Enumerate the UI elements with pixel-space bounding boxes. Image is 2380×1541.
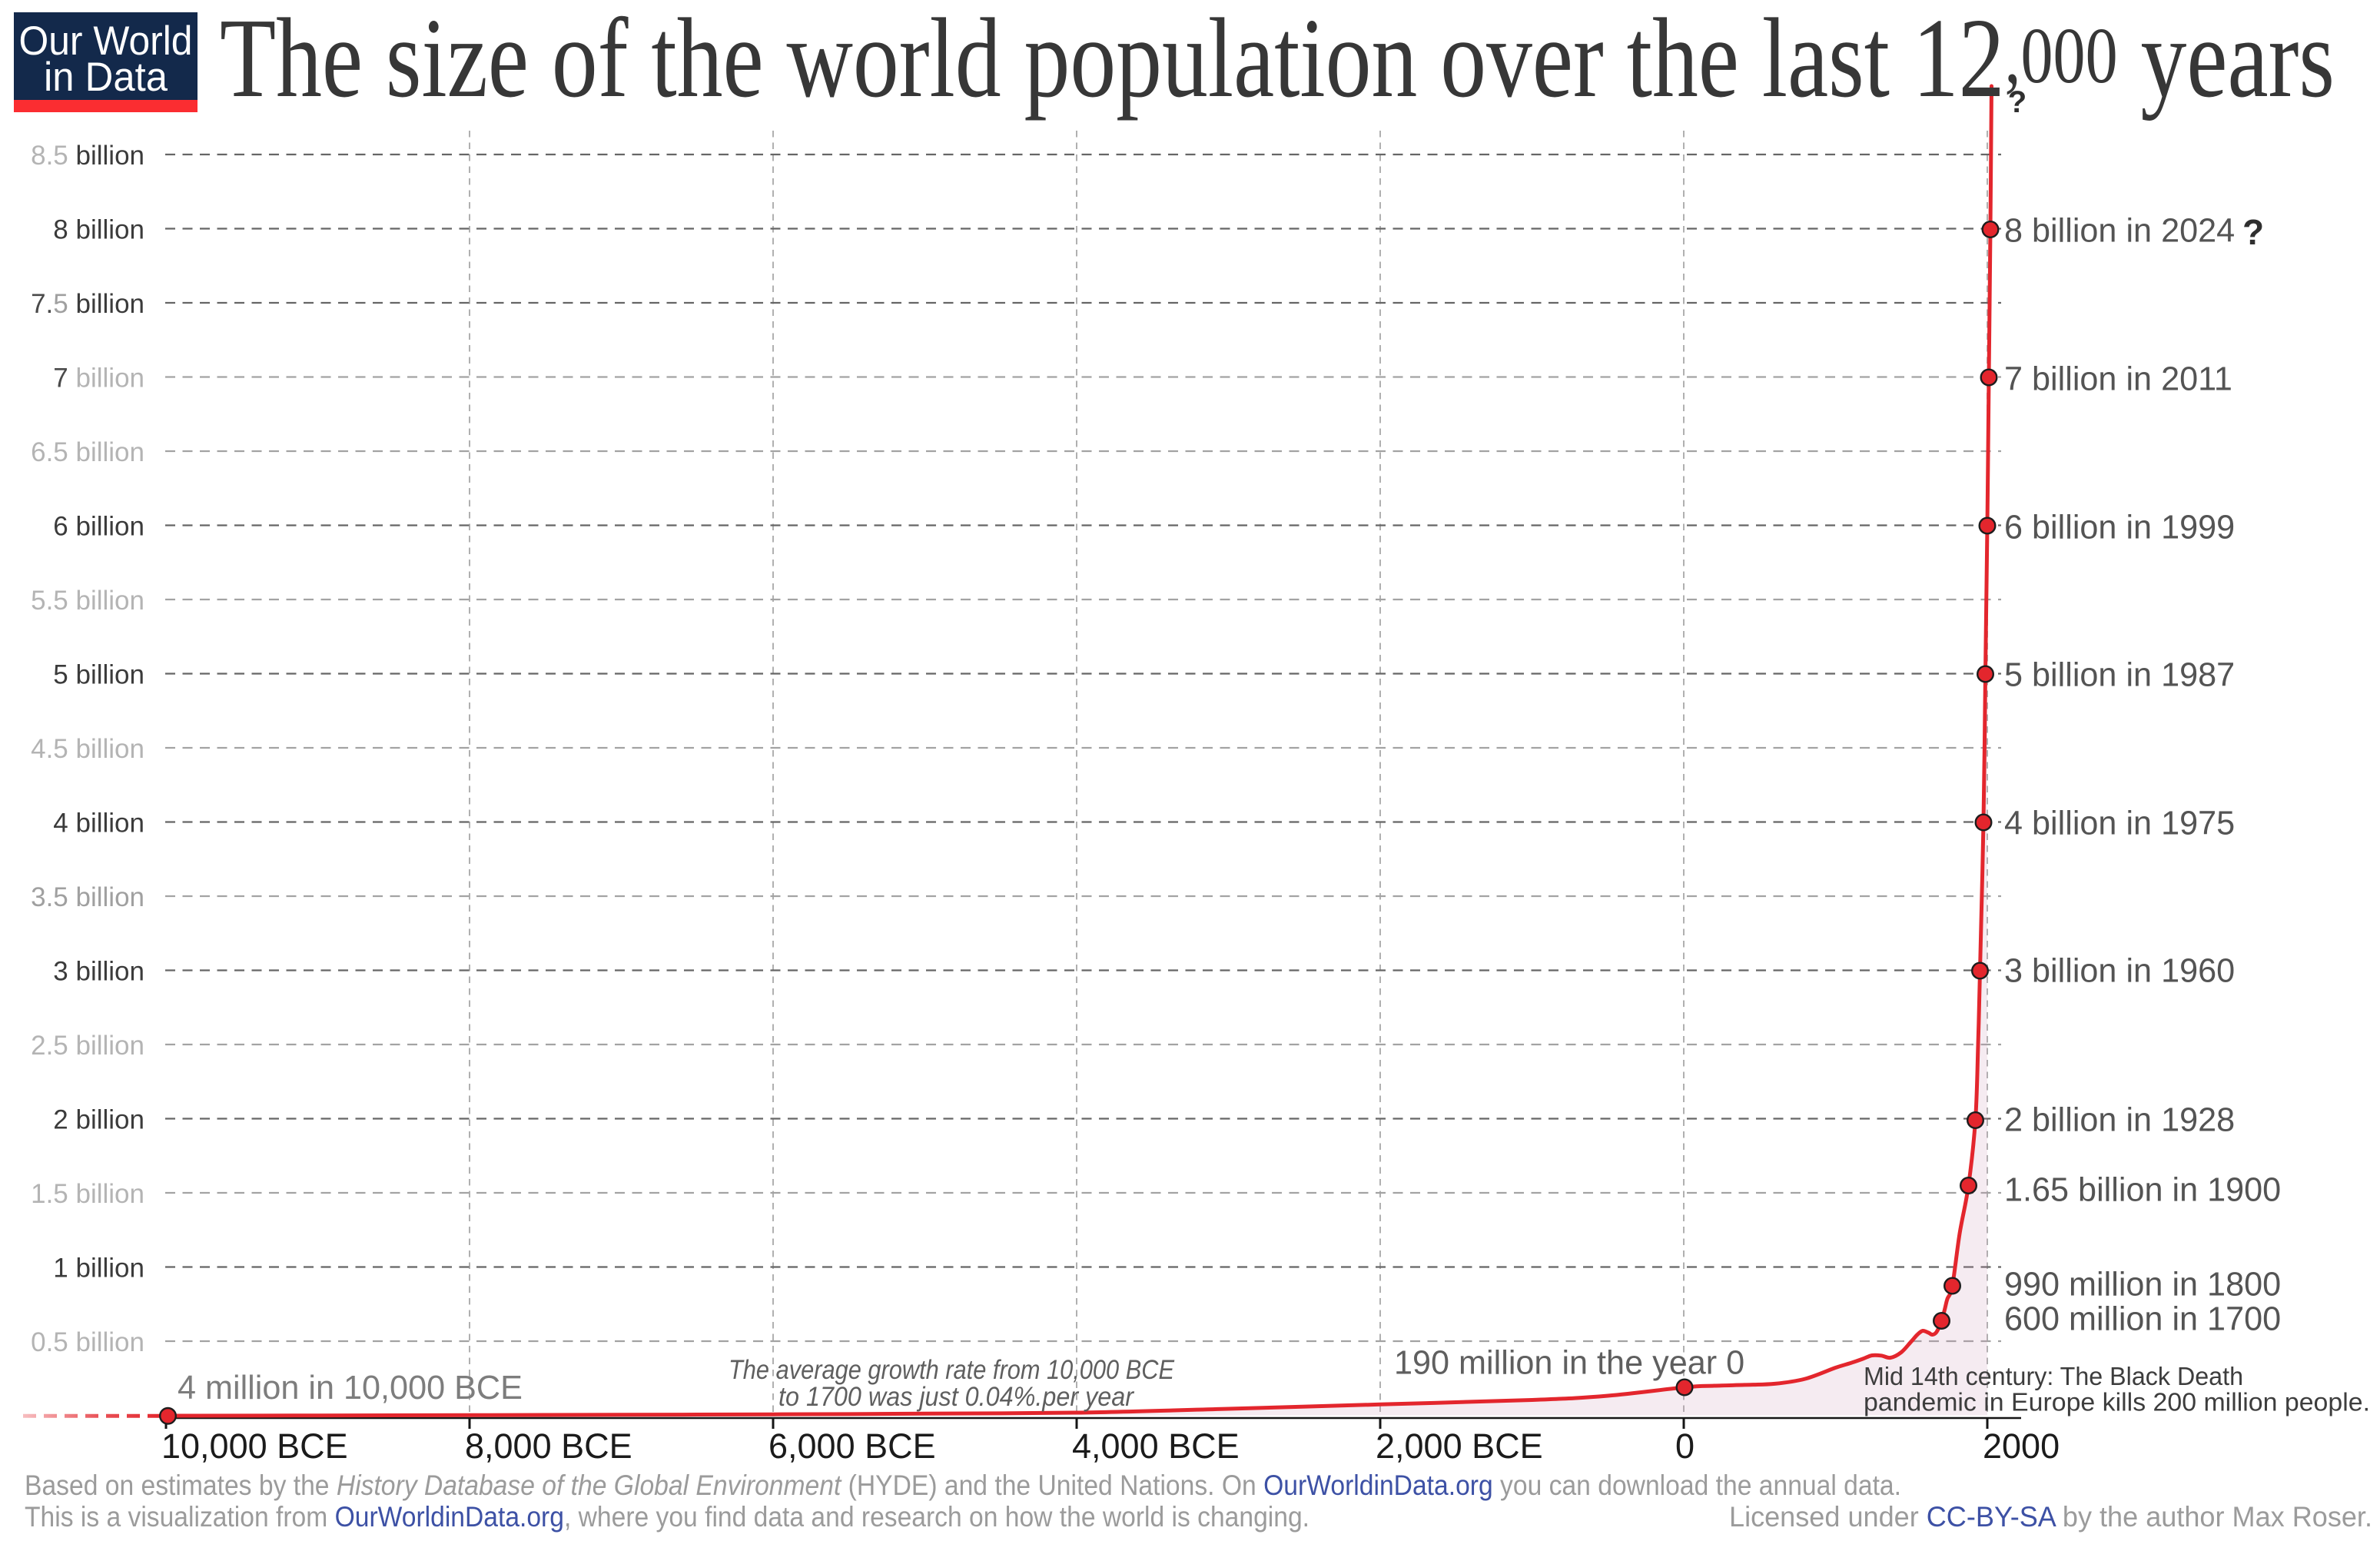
svg-text:5 billion: 5 billion bbox=[53, 660, 144, 690]
svg-text:?: ? bbox=[2242, 212, 2264, 252]
svg-text:8.5 billion: 8.5 billion bbox=[31, 141, 144, 171]
svg-text:5 billion in 1987: 5 billion in 1987 bbox=[2004, 657, 2235, 694]
svg-text:10,000 BCE: 10,000 BCE bbox=[161, 1426, 348, 1466]
svg-text:4 billion in 1975: 4 billion in 1975 bbox=[2004, 805, 2235, 842]
svg-text:1.65 billion in 1900: 1.65 billion in 1900 bbox=[2004, 1172, 2281, 1209]
svg-text:4,000 BCE: 4,000 BCE bbox=[1072, 1426, 1240, 1466]
svg-text:1.5 billion: 1.5 billion bbox=[31, 1179, 144, 1209]
svg-text:5.5 billion: 5.5 billion bbox=[31, 586, 144, 616]
svg-text:8,000 BCE: 8,000 BCE bbox=[465, 1426, 632, 1466]
svg-text:7 billion: 7 billion bbox=[53, 364, 144, 394]
svg-text:990 million in 1800: 990 million in 1800 bbox=[2004, 1267, 2281, 1304]
svg-text:2000: 2000 bbox=[1983, 1426, 2060, 1466]
svg-text:2 billion: 2 billion bbox=[53, 1105, 144, 1135]
svg-text:The average growth rate from 1: The average growth rate from 10,000 BCE bbox=[729, 1355, 1175, 1385]
svg-text:0.5 billion: 0.5 billion bbox=[31, 1327, 144, 1357]
svg-text:6 billion: 6 billion bbox=[53, 512, 144, 542]
svg-text:6.5 billion: 6.5 billion bbox=[31, 437, 144, 467]
svg-text:6,000 BCE: 6,000 BCE bbox=[768, 1426, 936, 1466]
svg-text:8 billion: 8 billion bbox=[53, 215, 144, 245]
svg-text:7 billion in 2011: 7 billion in 2011 bbox=[2004, 361, 2232, 398]
svg-text:3 billion in 1960: 3 billion in 1960 bbox=[2004, 953, 2235, 990]
svg-text:?: ? bbox=[2008, 85, 2026, 119]
svg-text:4 million in 10,000 BCE: 4 million in 10,000 BCE bbox=[178, 1370, 523, 1406]
svg-text:0: 0 bbox=[1675, 1426, 1695, 1466]
svg-text:3 billion: 3 billion bbox=[53, 957, 144, 987]
svg-text:190 million in the year 0: 190 million in the year 0 bbox=[1394, 1345, 1744, 1382]
svg-text:Licensed under CC-BY-SA by the: Licensed under CC-BY-SA by the author Ma… bbox=[1729, 1501, 2372, 1533]
svg-text:600 million in 1700: 600 million in 1700 bbox=[2004, 1301, 2281, 1338]
svg-text:3.5 billion: 3.5 billion bbox=[31, 882, 144, 912]
svg-text:in Data: in Data bbox=[44, 55, 168, 100]
svg-text:1 billion: 1 billion bbox=[53, 1254, 144, 1284]
svg-text:2.5 billion: 2.5 billion bbox=[31, 1031, 144, 1061]
svg-text:2 billion in 1928: 2 billion in 1928 bbox=[2004, 1102, 2235, 1139]
svg-text:Our World: Our World bbox=[19, 18, 193, 64]
svg-text:The size of the world populati: The size of the world population over th… bbox=[220, 0, 2335, 121]
svg-text:Based on estimates by the Hist: Based on estimates by the History Databa… bbox=[25, 1470, 1901, 1501]
svg-text:pandemic in Europe kills 200 m: pandemic in Europe kills 200 million peo… bbox=[1864, 1388, 2370, 1416]
svg-text:6 billion in 1999: 6 billion in 1999 bbox=[2004, 510, 2235, 546]
svg-text:Mid 14th century: The Black De: Mid 14th century: The Black Death bbox=[1864, 1362, 2243, 1390]
svg-text:2,000 BCE: 2,000 BCE bbox=[1376, 1426, 1543, 1466]
svg-text:to 1700 was just 0.04%.per ye: to 1700 was just 0.04%.per year bbox=[778, 1382, 1134, 1412]
svg-text:7.5 billion: 7.5 billion bbox=[31, 289, 144, 319]
svg-text:This is a visualization from O: This is a visualization from OurWorldinD… bbox=[25, 1501, 1309, 1533]
svg-text:8 billion in 2024: 8 billion in 2024 bbox=[2004, 213, 2235, 250]
svg-text:4 billion: 4 billion bbox=[53, 809, 144, 839]
svg-text:4.5 billion: 4.5 billion bbox=[31, 734, 144, 764]
